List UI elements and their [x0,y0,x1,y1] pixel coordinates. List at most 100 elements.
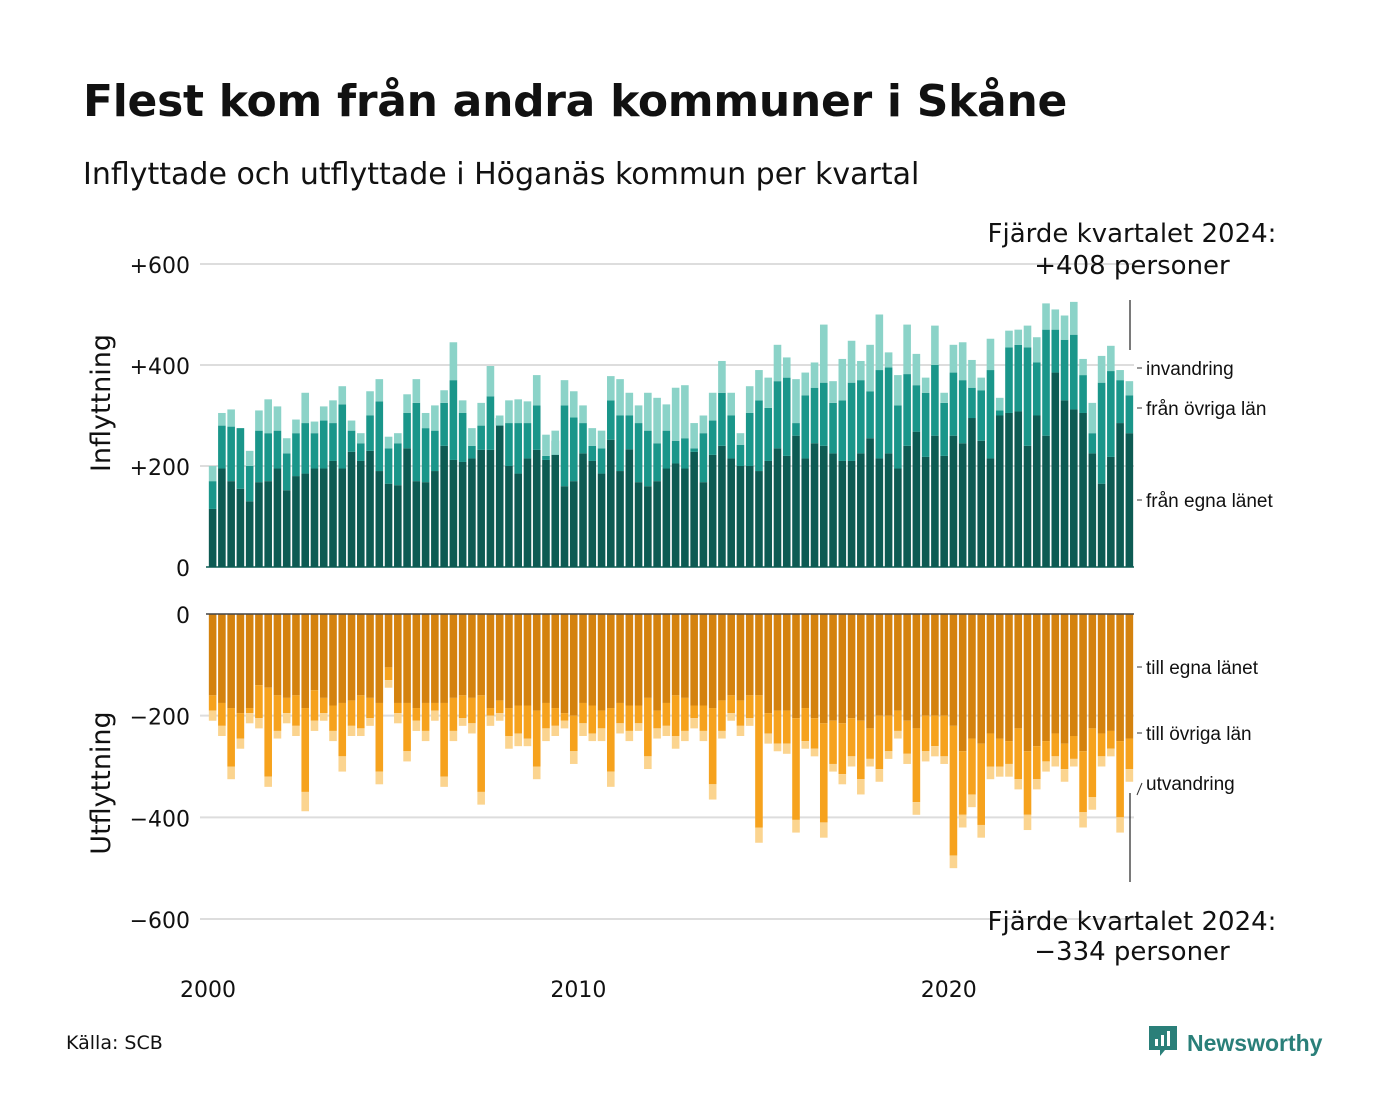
out-bar-till-övriga-län [745,695,754,719]
out-bar-till-egna-länet [597,614,606,711]
in-bar-från-egna-länet [1070,409,1078,567]
out-bar-till-egna-länet [431,614,439,703]
in-bar-från-egna-länet [940,455,948,567]
out-bar-utvandring [356,728,365,737]
in-bar-från-övriga-län [1042,329,1050,436]
in-bar-från-övriga-län [829,402,837,454]
in-bar-från-övriga-län [486,396,495,450]
out-bar-till-egna-länet [894,614,902,711]
out-bar-till-egna-länet [662,614,671,703]
out-bar-utvandring [662,725,671,736]
in-bar-från-övriga-län [986,370,995,459]
out-bar-till-egna-länet [810,614,819,719]
in-bar-från-egna-länet [366,450,374,567]
in-bar-från-övriga-län [681,438,689,469]
out-bar-utvandring [995,766,1004,777]
out-bar-till-egna-länet [532,614,541,711]
out-bar-till-egna-länet [912,614,921,729]
out-bar-till-egna-länet [282,614,291,698]
out-bar-till-övriga-län [431,702,439,711]
out-bar-till-egna-länet [329,614,337,706]
out-bar-till-egna-länet [588,614,597,706]
out-bar-till-övriga-län [412,708,421,721]
in-bar-från-övriga-län [1070,334,1078,410]
in-bar-från-egna-länet [329,460,337,567]
in-bar-från-övriga-län [690,448,698,452]
out-bar-utvandring [394,713,402,724]
in-bar-från-egna-länet [1005,412,1013,567]
in-bar-från-egna-länet [569,481,578,567]
out-bar-till-övriga-län [847,718,856,757]
in-bar-från-övriga-län [310,433,319,469]
in-bar-från-övriga-län [1005,347,1013,413]
in-bar-från-övriga-län [1088,433,1097,454]
out-bar-till-övriga-län [356,695,365,729]
in-bar-från-egna-länet [949,435,958,567]
in-bar-från-egna-länet [514,473,522,567]
out-bar-till-övriga-län [208,695,217,711]
out-bar-till-egna-länet [903,614,911,721]
out-series-label: till övriga län [1146,724,1252,745]
out-bar-till-egna-länet [384,614,393,668]
out-bar-till-övriga-län [708,708,717,785]
out-bar-till-egna-länet [347,614,356,701]
out-bar-till-övriga-län [338,702,347,757]
in-bar-invandring [782,357,791,378]
in-bar-invandring [690,423,698,449]
in-bar-invandring [245,450,254,466]
out-bar-utvandring [579,723,587,736]
out-bar-utvandring [866,758,874,767]
out-bar-utvandring [292,725,300,736]
in-bar-från-övriga-län [782,377,791,456]
out-bar-utvandring [921,751,930,762]
out-annotation-title: Fjärde kvartalet 2024: [988,907,1277,937]
in-bar-invandring [310,421,319,434]
brand-logo[interactable]: Newsworthy [1147,1024,1322,1062]
out-bar-till-egna-länet [745,614,754,696]
out-series-label-tick [1136,782,1143,796]
in-bar-från-egna-länet [356,460,365,567]
out-bar-utvandring [838,774,847,785]
in-bar-från-egna-länet [708,454,717,567]
in-bar-från-övriga-län [903,374,911,446]
in-bar-från-övriga-län [1097,382,1106,484]
in-bar-invandring [569,391,578,418]
in-bar-från-övriga-län [264,433,272,482]
out-bar-utvandring [764,733,773,744]
in-bar-från-övriga-län [949,372,958,436]
in-ytick-label: +200 [130,456,190,481]
out-bar-utvandring [449,730,458,742]
out-bar-utvandring [986,766,995,780]
out-bar-utvandring [634,723,643,731]
out-bar-till-övriga-län [644,697,652,757]
in-bar-invandring [505,400,513,424]
in-series-label: invandring [1146,359,1234,380]
in-bar-från-övriga-län [282,453,291,491]
in-bar-från-övriga-län [653,443,661,482]
out-bar-till-egna-länet [375,614,384,703]
in-bar-från-egna-länet [857,453,865,568]
brand-name: Newsworthy [1187,1029,1323,1056]
out-bar-till-egna-länet [255,614,263,686]
in-bar-invandring [940,392,948,403]
in-bar-från-övriga-län [968,387,976,419]
in-bar-från-egna-länet [977,440,985,567]
in-bar-invandring [708,392,717,421]
in-bar-från-egna-länet [579,453,587,568]
in-bar-från-övriga-län [1014,344,1023,412]
out-bar-utvandring [903,753,911,764]
out-bar-till-övriga-län [1042,741,1050,762]
out-bar-till-egna-länet [1097,614,1106,734]
out-bar-till-övriga-län [597,710,606,729]
out-bar-utvandring [319,713,328,721]
in-bar-invandring [292,419,300,434]
in-bar-invandring [1125,381,1134,396]
in-bar-från-egna-länet [699,482,708,567]
out-bar-till-övriga-län [903,720,911,754]
in-bar-invandring [838,358,847,401]
out-bar-till-egna-länet [421,614,430,703]
in-bar-från-övriga-län [607,400,615,440]
out-bar-till-egna-länet [977,614,985,744]
in-bar-från-egna-länet [912,431,921,567]
in-bar-invandring [431,405,439,431]
